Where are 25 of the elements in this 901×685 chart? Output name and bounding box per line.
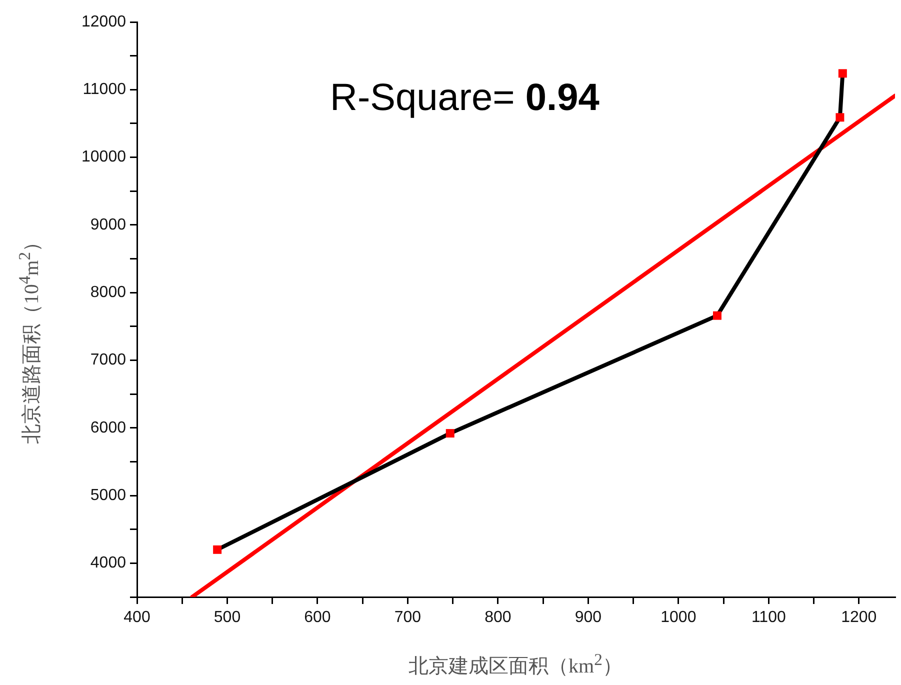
x-tick-label: 700 <box>394 609 422 626</box>
point <box>836 113 844 122</box>
point <box>213 545 222 554</box>
x-tick-label: 400 <box>124 609 150 626</box>
y-tick-label: 7000 <box>90 352 126 369</box>
x-tick-label: 1200 <box>841 609 877 626</box>
point <box>838 69 847 78</box>
point <box>446 429 454 438</box>
y-tick-label: 5000 <box>90 486 126 504</box>
y-tick-label: 6000 <box>90 419 126 436</box>
y-tick-label: 11000 <box>82 81 126 98</box>
y-tick-label: 12000 <box>82 13 126 30</box>
x-tick-label: 1100 <box>751 609 786 626</box>
y-tick-label: 10000 <box>82 148 126 166</box>
x-tick-label: 600 <box>304 609 331 626</box>
x-tick-label: 800 <box>484 609 512 626</box>
x-tick-label: 1000 <box>660 609 696 626</box>
x-tick-label: 900 <box>574 609 602 626</box>
y-tick-label: 9000 <box>90 216 126 234</box>
annotation: R-Square= 0.94 <box>330 77 600 119</box>
x-axis-title: 北京建成区面积（km$^{2}$） <box>408 650 624 680</box>
y-tick-label: 4000 <box>90 554 126 572</box>
x-tick-label: 500 <box>214 609 241 626</box>
y-tick-label: 8000 <box>90 284 126 301</box>
point <box>712 311 722 320</box>
